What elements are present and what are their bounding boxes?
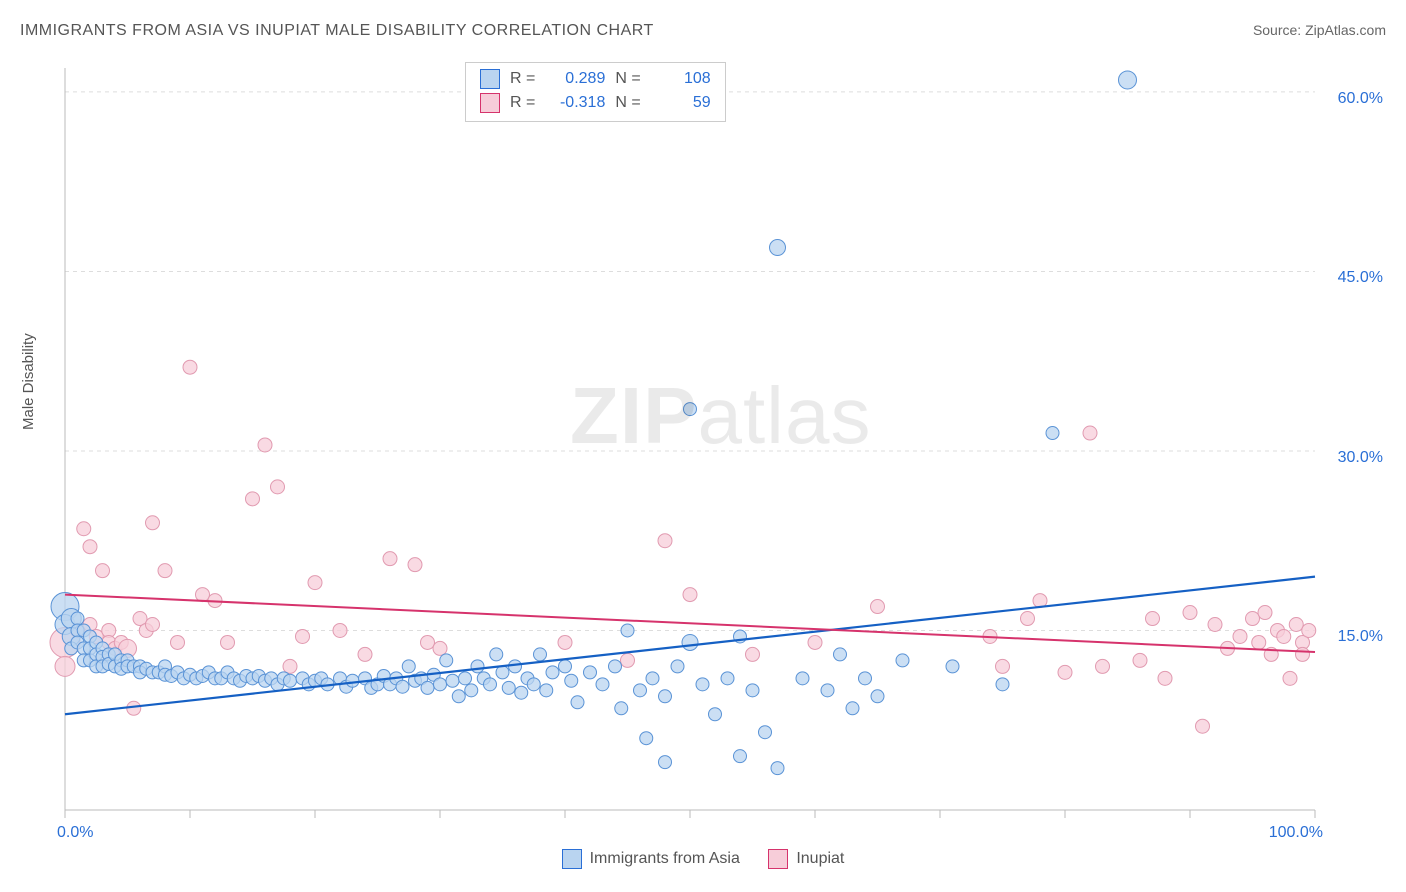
legend-row-series-a: R = 0.289 N = 108 (480, 67, 711, 91)
y-tick-label: 60.0% (1323, 90, 1383, 108)
source-attribution: Source: ZipAtlas.com (1253, 22, 1386, 38)
y-tick-label: 45.0% (1323, 269, 1383, 287)
series-legend: Immigrants from Asia Inupiat (0, 849, 1406, 874)
chart-title: IMMIGRANTS FROM ASIA VS INUPIAT MALE DIS… (20, 22, 654, 40)
swatch-series-a-bottom (562, 849, 582, 869)
swatch-series-b-bottom (768, 849, 788, 869)
correlation-legend: R = 0.289 N = 108 R = -0.318 N = 59 (465, 62, 726, 122)
y-tick-label: 30.0% (1323, 449, 1383, 467)
source-link[interactable]: ZipAtlas.com (1305, 22, 1386, 38)
n-label-b: N = (615, 91, 640, 115)
n-label-a: N = (615, 67, 640, 91)
r-value-a: 0.289 (545, 67, 605, 91)
legend-label-series-a: Immigrants from Asia (590, 850, 740, 868)
n-value-b: 59 (651, 91, 711, 115)
scatter-plot-svg (45, 60, 1335, 830)
n-value-a: 108 (651, 67, 711, 91)
legend-item-series-a: Immigrants from Asia (562, 849, 740, 869)
r-label-a: R = (510, 67, 535, 91)
source-label: Source: (1253, 22, 1305, 38)
x-tick-label: 100.0% (1269, 824, 1323, 842)
swatch-series-a (480, 69, 500, 89)
chart-container: IMMIGRANTS FROM ASIA VS INUPIAT MALE DIS… (0, 0, 1406, 892)
legend-row-series-b: R = -0.318 N = 59 (480, 91, 711, 115)
legend-item-series-b: Inupiat (768, 849, 844, 869)
swatch-series-b (480, 93, 500, 113)
x-tick-label: 0.0% (57, 824, 93, 842)
r-value-b: -0.318 (545, 91, 605, 115)
y-tick-label: 15.0% (1323, 628, 1383, 646)
y-axis-label: Male Disability (20, 333, 37, 430)
legend-label-series-b: Inupiat (796, 850, 844, 868)
plot-area (45, 60, 1335, 830)
r-label-b: R = (510, 91, 535, 115)
